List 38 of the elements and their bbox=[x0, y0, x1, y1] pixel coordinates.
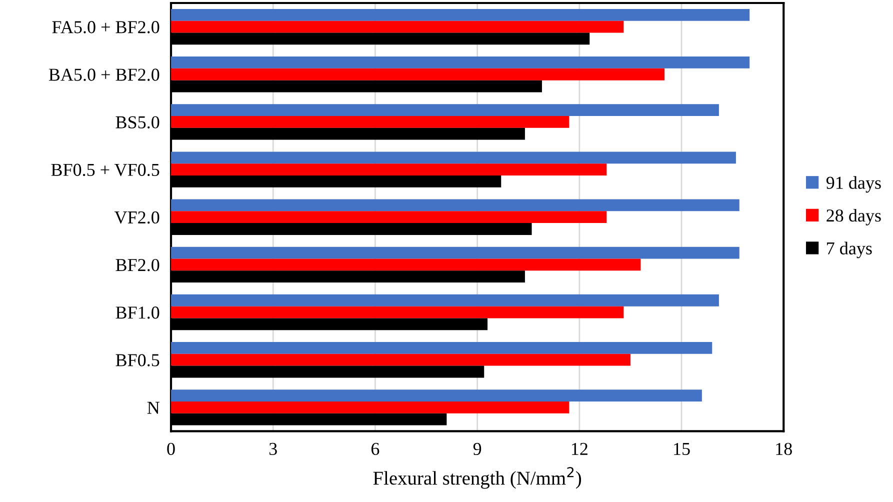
bar bbox=[171, 164, 607, 176]
bar bbox=[171, 199, 740, 212]
bar bbox=[171, 152, 736, 164]
y-tick-label: BF0.5 bbox=[116, 354, 160, 366]
bar bbox=[171, 354, 630, 366]
bar bbox=[171, 246, 740, 259]
y-tick-label: FA5.0 + BF2.0 bbox=[52, 21, 160, 34]
x-tick-label: 15 bbox=[674, 442, 690, 456]
y-tick-label: N bbox=[147, 402, 160, 414]
bar bbox=[171, 306, 624, 318]
bar bbox=[171, 56, 750, 68]
x-tick-label: 3 bbox=[269, 442, 277, 456]
bar bbox=[171, 20, 624, 33]
bar bbox=[171, 211, 607, 224]
y-tick-label: BA5.0 + BF2.0 bbox=[48, 68, 160, 81]
x-tick-label: 9 bbox=[473, 442, 482, 456]
legend-label: 7 days bbox=[827, 242, 872, 258]
x-tick-label: 0 bbox=[167, 442, 175, 456]
x-axis-title: Flexural strength (N/mm$^{2}$) bbox=[373, 467, 582, 489]
y-tick-label: VF2.0 bbox=[114, 211, 160, 224]
bar bbox=[171, 294, 719, 306]
bar bbox=[171, 401, 570, 414]
bar bbox=[171, 104, 719, 116]
y-tick-label: BS5.0 bbox=[116, 116, 160, 128]
y-tick-label: BF0.5 + VF0.5 bbox=[51, 164, 160, 176]
bar bbox=[171, 342, 712, 354]
y-tick-label: BF1.0 bbox=[116, 306, 160, 319]
bar bbox=[171, 390, 702, 402]
legend-label: 28 days bbox=[826, 208, 881, 226]
legend-label: 91 days bbox=[826, 176, 881, 193]
x-tick-label: 6 bbox=[371, 442, 380, 456]
x-tick-label: 12 bbox=[572, 442, 588, 455]
bar bbox=[171, 8, 750, 21]
bar bbox=[171, 258, 641, 271]
bar bbox=[171, 68, 664, 80]
bar bbox=[171, 116, 570, 128]
y-tick-label: BF2.0 bbox=[116, 258, 160, 272]
x-tick-label: 18 bbox=[776, 442, 792, 456]
